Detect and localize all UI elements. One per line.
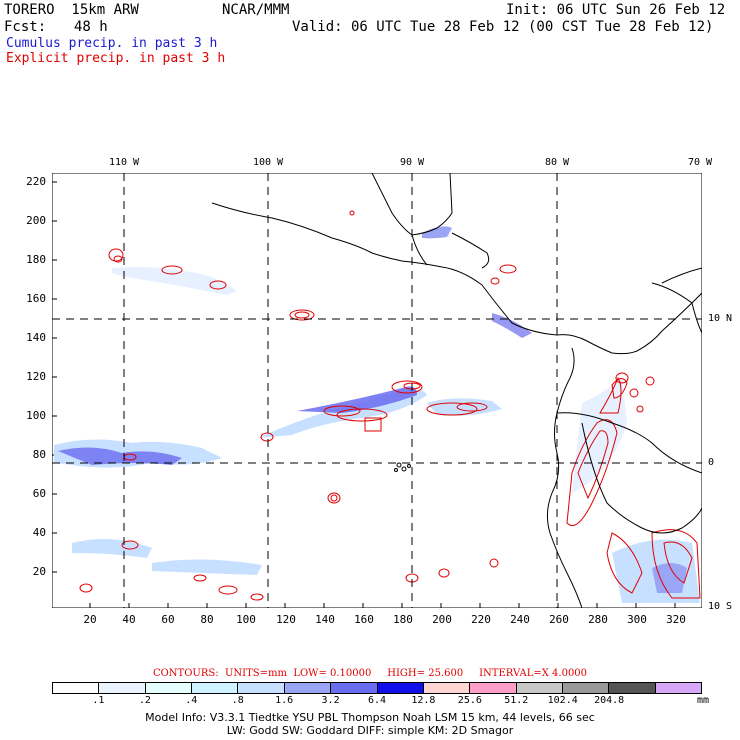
colorbar-units: mm (696, 695, 710, 706)
colorbar-label: .8 (231, 695, 244, 706)
colorbar-label: .4 (185, 695, 198, 706)
x-tick-label: 40 (122, 613, 136, 626)
x-tick-label: 300 (627, 613, 647, 626)
contours-interval: INTERVAL=X 4.0000 (479, 668, 588, 679)
init-time: Init: 06 UTC Sun 26 Feb 12 (506, 2, 726, 18)
y-tick-label: 180 (26, 253, 46, 266)
colorbar (52, 682, 702, 694)
lat-label: 0 (708, 457, 715, 468)
colorbar-label: 204.8 (594, 695, 625, 706)
x-tick-label: 200 (432, 613, 452, 626)
x-tick-label: 180 (393, 613, 413, 626)
x-tick-label: 320 (666, 613, 686, 626)
y-tick-label: 220 (26, 175, 46, 188)
contours-high: HIGH= 25.600 (387, 668, 464, 679)
legend-explicit: Explicit precip. in past 3 h (6, 51, 226, 66)
x-tick-label: 160 (354, 613, 374, 626)
y-tick-label: 120 (26, 370, 46, 383)
lon-label: 90 W (399, 157, 425, 168)
y-tick-label: 200 (26, 214, 46, 227)
model-title: TORERO 15km ARW (4, 2, 139, 18)
model-physics: LW: Godd SW: Goddard DIFF: simple KM: 2D… (226, 724, 514, 737)
colorbar-label: 6.4 (367, 695, 387, 706)
contours-low: LOW= 0.10000 (293, 668, 372, 679)
colorbar-label: .1 (92, 695, 105, 706)
map-frame (52, 173, 702, 608)
legend-cumulus: Cumulus precip. in past 3 h (6, 36, 218, 51)
fcst-label: Fcst: (4, 19, 47, 35)
contours-info: CONTOURS: UNITS=mm LOW= 0.10000 HIGH= 25… (0, 668, 740, 679)
coastlines (211, 173, 702, 608)
x-tick-label: 20 (83, 613, 97, 626)
colorbar-swatch (655, 683, 702, 693)
colorbar-label: 51.2 (504, 695, 529, 706)
graticule (52, 173, 702, 608)
lon-label: 80 W (544, 157, 570, 168)
colorbar-swatch (609, 683, 656, 693)
org-label: NCAR/MMM (222, 2, 290, 18)
x-tick-label: 240 (510, 613, 530, 626)
colorbar-swatch (377, 683, 424, 693)
y-tick-label: 140 (26, 331, 46, 344)
x-tick-label: 280 (588, 613, 608, 626)
colorbar-label: 1.6 (275, 695, 294, 706)
fcst-value: 48 h (74, 19, 108, 35)
x-tick-label: 120 (276, 613, 296, 626)
colorbar-label: 102.4 (547, 695, 578, 706)
lat-label: 10 S (708, 601, 733, 612)
colorbar-swatch (562, 683, 610, 693)
colorbar-label: 3.2 (321, 695, 340, 706)
precip-map (52, 173, 702, 608)
colorbar-swatch (238, 683, 285, 693)
colorbar-swatch (99, 683, 146, 693)
x-tick-label: 260 (549, 613, 569, 626)
highlight-box (364, 417, 382, 432)
model-info: Model Info: V3.3.1 Tiedtke YSU PBL Thomp… (145, 711, 595, 724)
y-tick-label: 40 (32, 526, 46, 539)
colorbar-swatch (423, 683, 471, 693)
x-tick-label: 80 (200, 613, 214, 626)
y-tick-label: 80 (32, 448, 46, 461)
colorbar-swatch (516, 683, 563, 693)
lon-label: 70 W (687, 157, 713, 168)
y-tick-label: 160 (26, 292, 46, 305)
x-tick-label: 140 (315, 613, 335, 626)
colorbar-swatch (331, 683, 378, 693)
y-tick-label: 20 (32, 565, 46, 578)
colorbar-label: 25.6 (457, 695, 482, 706)
x-tick-label: 60 (161, 613, 175, 626)
lon-label: 100 W (252, 157, 284, 168)
colorbar-label: 12.8 (411, 695, 436, 706)
colorbar-swatch (192, 683, 239, 693)
colorbar-label: .2 (138, 695, 151, 706)
y-tick-label: 100 (26, 409, 46, 422)
colorbar-swatch (470, 683, 517, 693)
x-tick-label: 220 (471, 613, 491, 626)
x-tick-label: 100 (236, 613, 256, 626)
lon-label: 110 W (108, 157, 140, 168)
y-tick-label: 60 (32, 487, 46, 500)
lat-label: 10 N (708, 313, 733, 324)
colorbar-swatch (53, 683, 100, 693)
colorbar-swatch (145, 683, 193, 693)
colorbar-swatch (284, 683, 332, 693)
valid-time: Valid: 06 UTC Tue 28 Feb 12 (00 CST Tue … (292, 19, 714, 35)
contours-label: CONTOURS: (152, 668, 219, 679)
axis-ticks (52, 181, 676, 608)
contours-units: UNITS=mm (224, 668, 287, 679)
